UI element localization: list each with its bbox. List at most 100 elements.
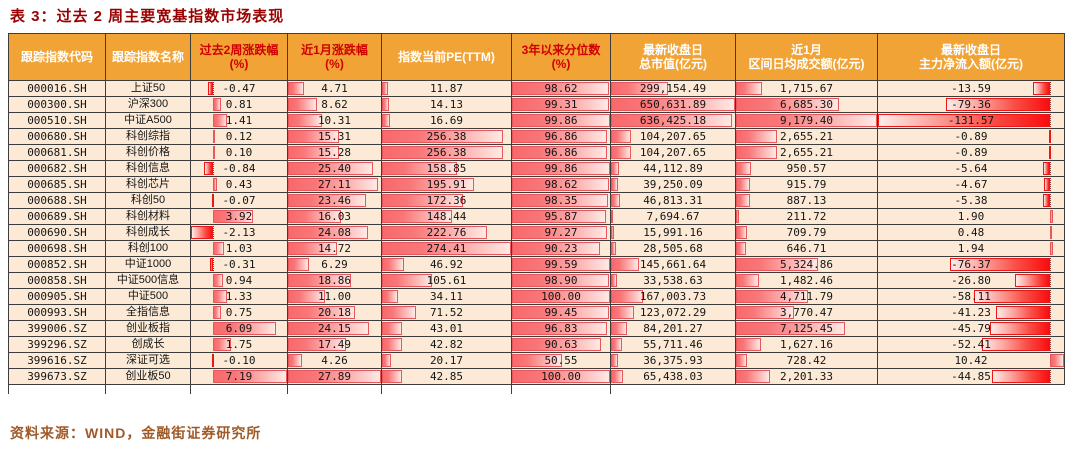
cell-value: -5.38 bbox=[954, 194, 988, 207]
data-bar bbox=[878, 114, 1051, 127]
cell-turnover: 9,179.40 bbox=[735, 112, 878, 129]
cell-turnover: 2,201.33 bbox=[735, 368, 878, 385]
cell-mktcap: 36,375.93 bbox=[610, 352, 736, 369]
cell-inflow: -76.37 bbox=[877, 256, 1065, 273]
cell-name: 创业板指 bbox=[105, 320, 191, 337]
data-bar bbox=[288, 130, 340, 143]
data-bar bbox=[382, 258, 405, 271]
cell-inflow: -79.36 bbox=[877, 96, 1065, 113]
data-bar bbox=[991, 370, 1051, 383]
cell-inflow: -5.64 bbox=[877, 160, 1065, 177]
cell-mktcap: 650,631.89 bbox=[610, 96, 736, 113]
data-bar bbox=[611, 354, 618, 367]
cell-turnover: 1,627.16 bbox=[735, 336, 878, 353]
data-bar bbox=[204, 162, 213, 175]
table-row: 000905.SH 中证500 1.33 11.00 34.11 100.00 167,00… bbox=[8, 288, 1065, 305]
cell-inflow: 0.48 bbox=[877, 224, 1065, 241]
data-bar bbox=[736, 258, 818, 271]
cell-value: 636,425.18 bbox=[639, 114, 707, 127]
cell-value: 10.42 bbox=[954, 354, 988, 367]
cell-chg1m: 11.00 bbox=[287, 288, 382, 305]
data-bar bbox=[1050, 242, 1053, 255]
cell-value: 15.31 bbox=[317, 130, 352, 143]
data-bar bbox=[611, 258, 639, 271]
data-bar bbox=[382, 354, 392, 367]
cell-value: 6.09 bbox=[225, 322, 253, 335]
cell-value: 4.26 bbox=[321, 354, 348, 367]
cell-code: 399296.SZ bbox=[8, 336, 106, 353]
data-bar bbox=[1032, 82, 1051, 95]
cell-value: 42.85 bbox=[429, 370, 464, 383]
data-bar bbox=[382, 146, 503, 159]
cell-value: 1.75 bbox=[225, 338, 253, 351]
cell-value: 44,112.89 bbox=[643, 162, 703, 175]
cell-chg2w: 3.92 bbox=[190, 208, 288, 225]
cell-value: 2,655.21 bbox=[780, 146, 833, 159]
data-bar bbox=[1050, 354, 1064, 367]
cell-name: 全指信息 bbox=[105, 304, 191, 321]
cell-value: 20.17 bbox=[429, 354, 464, 367]
cell-name: 中证A500 bbox=[105, 112, 191, 129]
cell-pe: 20.17 bbox=[381, 352, 512, 369]
cell-chg2w: 0.81 bbox=[190, 96, 288, 113]
cell-value: 65,438.03 bbox=[643, 370, 703, 383]
cell-pe: 158.85 bbox=[381, 160, 512, 177]
data-bar bbox=[382, 178, 475, 191]
data-bar bbox=[736, 210, 740, 223]
data-bar bbox=[382, 162, 457, 175]
zero-axis-line bbox=[1050, 161, 1052, 176]
cell-value: 34.11 bbox=[429, 290, 464, 303]
cell-value: 14.72 bbox=[317, 242, 352, 255]
data-bar bbox=[512, 338, 601, 351]
data-bar bbox=[382, 210, 452, 223]
data-bar bbox=[611, 178, 619, 191]
cell-value: 1,482.46 bbox=[780, 274, 833, 287]
cell-value: 17.49 bbox=[317, 338, 352, 351]
cell-value: 5,324.86 bbox=[780, 258, 833, 271]
table-body: 000016.SH 上证50 -0.47 4.71 11.87 98.62 299,154.… bbox=[8, 80, 1065, 385]
cell-code: 399673.SZ bbox=[8, 368, 106, 385]
cell-inflow: -0.89 bbox=[877, 144, 1065, 161]
data-bar bbox=[736, 338, 761, 351]
data-bar bbox=[512, 306, 610, 319]
cell-code: 000858.SH bbox=[8, 272, 106, 289]
cell-value: 28,505.68 bbox=[643, 242, 703, 255]
cell-value: 1.41 bbox=[225, 114, 253, 127]
cell-value: 27.89 bbox=[317, 370, 352, 383]
data-bar bbox=[611, 322, 628, 335]
cell-value: 98.62 bbox=[544, 82, 578, 95]
cell-value: 39,250.09 bbox=[643, 178, 703, 191]
data-bar bbox=[736, 354, 748, 367]
table-row: 000680.SH 科创综指 0.12 15.31 256.38 96.86 104,207… bbox=[8, 128, 1065, 145]
zero-axis-line bbox=[212, 257, 214, 272]
cell-pe: 71.52 bbox=[381, 304, 512, 321]
cell-value: 123,072.29 bbox=[639, 306, 707, 319]
cell-chg2w: 6.09 bbox=[190, 320, 288, 337]
cell-chg2w: 1.33 bbox=[190, 288, 288, 305]
data-bar bbox=[1044, 178, 1051, 191]
cell-value: 222.76 bbox=[426, 226, 467, 239]
cell-value: 1,627.16 bbox=[780, 338, 833, 351]
data-bar bbox=[512, 146, 607, 159]
stub-grid-line bbox=[8, 385, 9, 394]
cell-name: 科创成长 bbox=[105, 224, 191, 241]
data-bar bbox=[611, 338, 622, 351]
cell-value: 650,631.89 bbox=[639, 98, 707, 111]
cell-pct3y: 98.90 bbox=[511, 272, 611, 289]
cell-value: -79.36 bbox=[951, 98, 991, 111]
cell-value: 709.79 bbox=[786, 226, 827, 239]
zero-axis-line bbox=[212, 225, 214, 240]
data-bar bbox=[736, 226, 747, 239]
stub-grid-line bbox=[511, 385, 512, 394]
cell-value: 299,154.49 bbox=[639, 82, 707, 95]
cell-pct3y: 98.35 bbox=[511, 192, 611, 209]
cell-value: -13.59 bbox=[951, 82, 991, 95]
cell-inflow: -5.38 bbox=[877, 192, 1065, 209]
cell-value: 950.57 bbox=[786, 162, 827, 175]
cell-name: 科创价格 bbox=[105, 144, 191, 161]
data-bar bbox=[212, 338, 231, 351]
data-bar bbox=[981, 338, 1051, 351]
cell-value: 25.40 bbox=[317, 162, 352, 175]
cell-value: 2,655.21 bbox=[780, 130, 833, 143]
cell-code: 000689.SH bbox=[8, 208, 106, 225]
